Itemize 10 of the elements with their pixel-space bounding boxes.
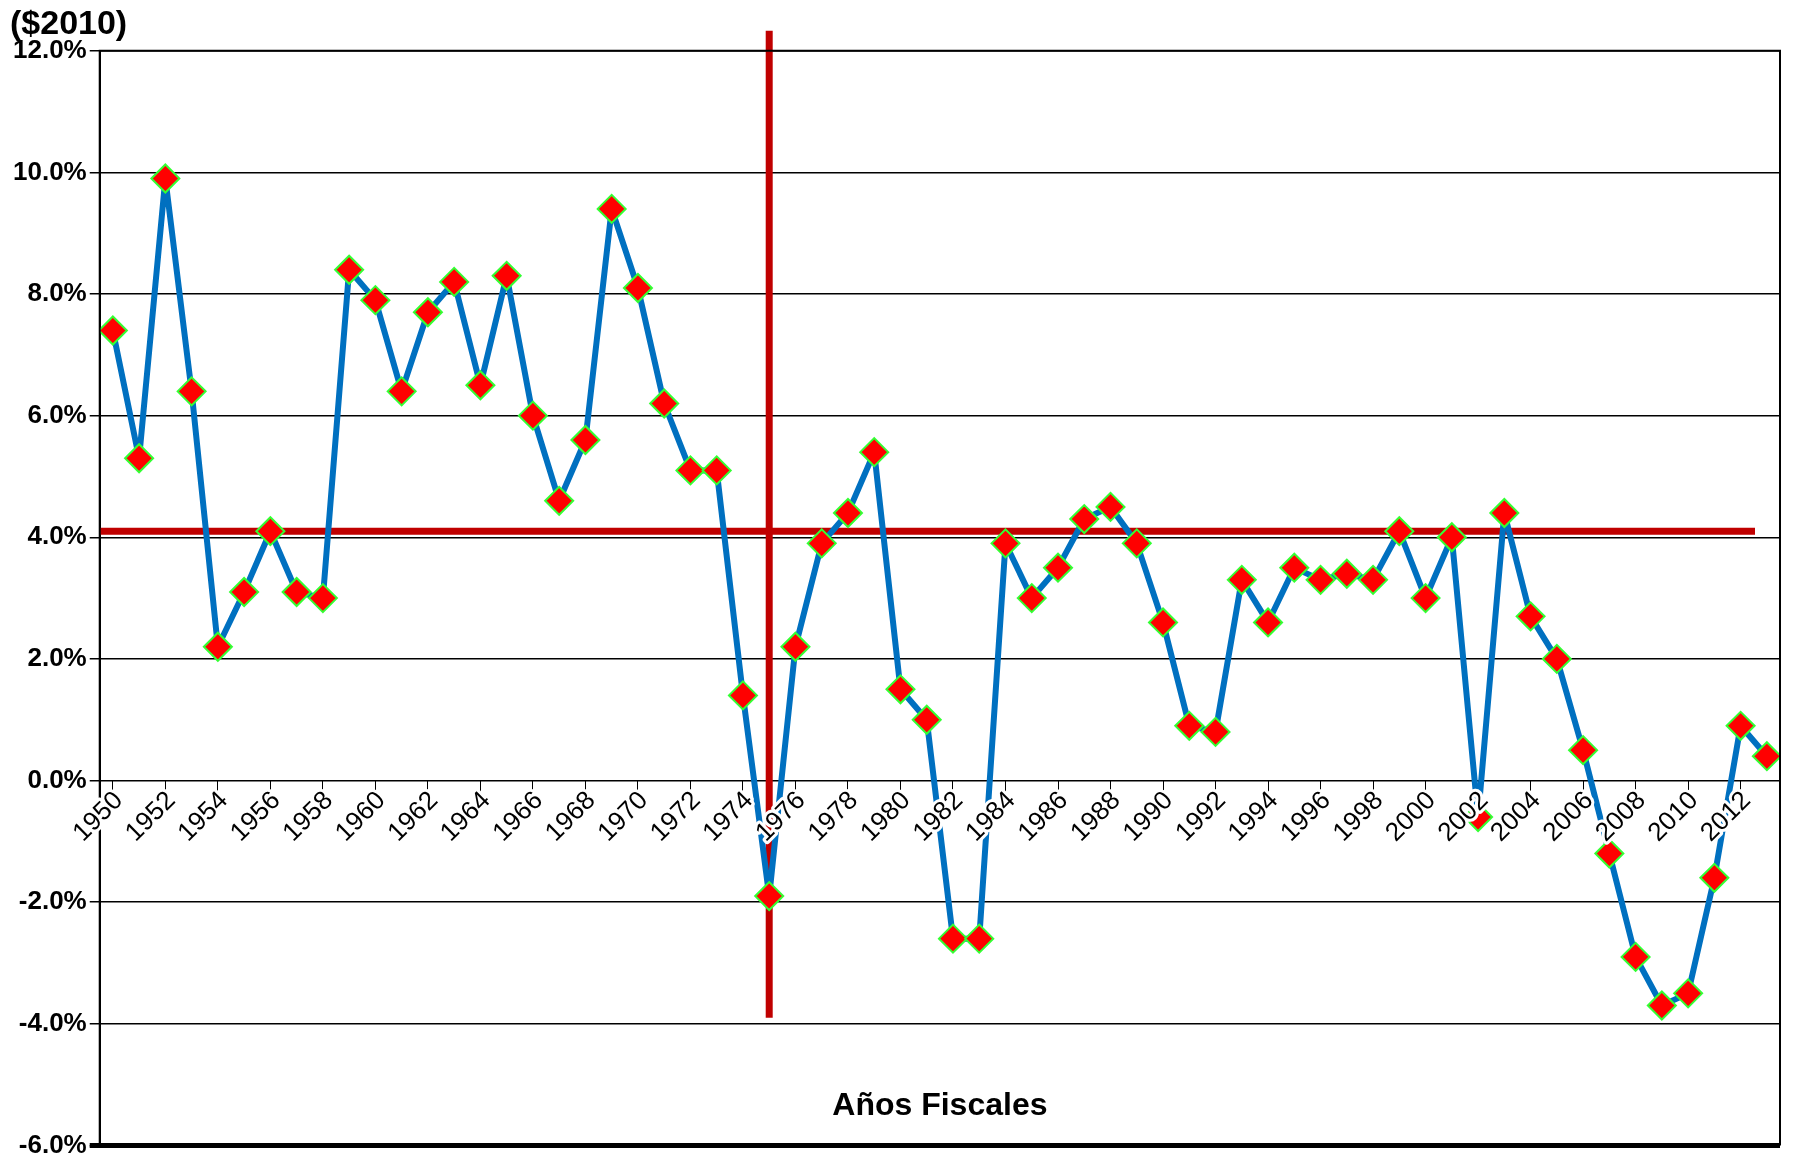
y-tick-label: -2.0% — [18, 885, 87, 916]
y-tick-label: -4.0% — [18, 1006, 87, 1037]
y-tick-label: 8.0% — [27, 277, 87, 308]
y-tick-label: 4.0% — [27, 520, 87, 551]
y-tick-label: -6.0% — [18, 1128, 87, 1159]
y-tick-label: 0.0% — [27, 763, 87, 794]
y-tick-label: 6.0% — [27, 398, 87, 429]
y-tick-label: 2.0% — [27, 642, 87, 673]
y-tick-label: 10.0% — [12, 155, 87, 186]
x-axis-title: Años Fiscales — [832, 1086, 1048, 1123]
